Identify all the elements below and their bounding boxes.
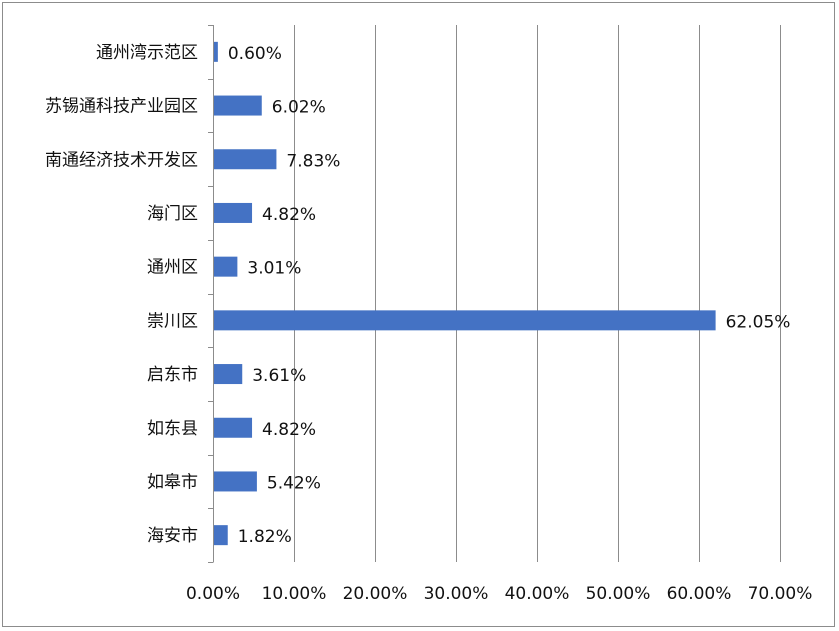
x-tick-label: 50.00% [586, 584, 651, 604]
value-label: 0.60% [228, 44, 282, 64]
bar [214, 256, 238, 277]
category-label: 通州湾示范区 [96, 43, 198, 63]
bar [214, 417, 253, 438]
category-label: 苏锡通科技产业园区 [45, 97, 198, 117]
category-label: 启东市 [147, 365, 198, 385]
category-label: 如东县 [147, 419, 198, 439]
x-tick-label: 40.00% [505, 584, 570, 604]
x-tick-label: 70.00% [748, 584, 813, 604]
x-tick-label: 60.00% [667, 584, 732, 604]
category-label: 通州区 [147, 258, 198, 278]
value-label: 4.82% [262, 420, 316, 440]
value-label: 5.42% [267, 473, 321, 493]
x-tick-label: 10.00% [262, 584, 327, 604]
bar [214, 41, 218, 62]
bar [214, 471, 257, 492]
value-label: 6.02% [272, 98, 326, 118]
category-label: 崇川区 [147, 311, 198, 331]
bar [214, 364, 243, 385]
bar [214, 525, 228, 546]
bar [214, 95, 262, 116]
category-label: 海安市 [147, 526, 198, 546]
category-label: 如皋市 [147, 472, 198, 492]
bar [214, 202, 253, 223]
x-tick-label: 20.00% [343, 584, 408, 604]
gridlines [208, 25, 781, 563]
category-label: 南通经济技术开发区 [45, 150, 198, 170]
value-label: 62.05% [726, 312, 791, 332]
bars [214, 41, 716, 546]
value-label: 7.83% [286, 151, 340, 171]
bar [214, 310, 716, 331]
value-labels: 0.60% 6.02% 7.83% 4.82% 3.01% 62.05% 3.61% 4.82… [228, 44, 791, 547]
bar [214, 149, 277, 170]
value-label: 1.82% [238, 527, 292, 547]
x-axis-tick-labels: 0.00% 10.00% 20.00% 30.00% 40.00% 50.00% 60.00… [186, 584, 812, 604]
value-label: 4.82% [262, 205, 316, 225]
x-tick-label: 30.00% [424, 584, 489, 604]
value-label: 3.61% [252, 366, 306, 386]
value-label: 3.01% [247, 259, 301, 279]
category-labels: 通州湾示范区苏锡通科技产业园区南通经济技术开发区海门区通州区崇川区启东市如东县如… [45, 43, 198, 546]
category-label: 海门区 [147, 204, 198, 224]
x-tick-label: 0.00% [186, 584, 240, 604]
